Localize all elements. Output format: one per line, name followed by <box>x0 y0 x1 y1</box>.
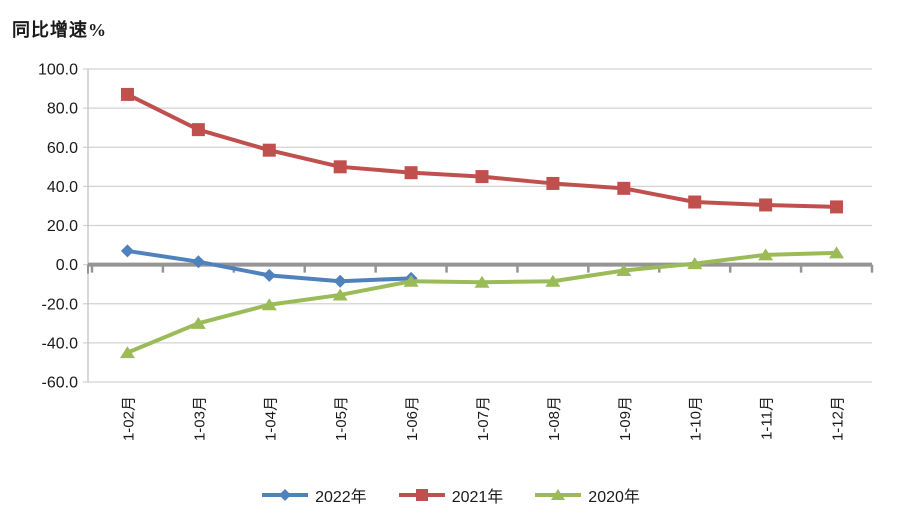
x-axis-tick-label: 1-05月 <box>333 396 350 441</box>
square-marker-icon <box>688 195 702 209</box>
legend-marker-2022-icon <box>262 489 309 501</box>
legend-label-2020: 2020年 <box>588 489 640 506</box>
square-marker-icon <box>333 160 347 174</box>
y-axis-tick-label: 80.0 <box>47 101 78 118</box>
square-marker-icon <box>415 489 428 501</box>
legend-item-2022: 2022年 <box>260 483 367 507</box>
y-axis-tick-label: 0.0 <box>56 257 78 274</box>
x-axis-tick-label: 1-04月 <box>262 396 279 441</box>
triangle-marker-icon <box>616 263 632 276</box>
triangle-marker-icon <box>403 274 419 287</box>
x-axis-tick-label: 1-11月 <box>759 396 776 440</box>
y-axis-tick-label: 40.0 <box>47 179 78 196</box>
square-marker-icon <box>404 166 418 180</box>
x-axis-tick-label: 1-06月 <box>404 396 421 441</box>
triangle-marker-icon <box>687 257 703 270</box>
y-axis-tick-label: 60.0 <box>47 140 78 157</box>
legend-item-2021: 2021年 <box>397 483 504 507</box>
series-2020年 <box>119 246 845 359</box>
y-axis-tick-label: -60.0 <box>42 375 79 392</box>
triangle-marker-icon <box>261 298 277 311</box>
triangle-marker-icon <box>474 275 490 288</box>
x-axis-tick-label: 1-12月 <box>830 396 847 441</box>
chart-legend: 2022年 2021年 2020年 <box>0 483 900 507</box>
diamond-marker-icon <box>191 255 205 269</box>
triangle-marker-icon <box>758 248 774 261</box>
triangle-marker-icon <box>190 316 206 329</box>
x-axis-tick-label: 1-10月 <box>688 396 705 441</box>
series-2021年 <box>120 87 844 214</box>
x-axis-tick-label: 1-09月 <box>617 396 634 441</box>
square-marker-icon <box>546 176 560 190</box>
diamond-marker-icon <box>333 274 347 288</box>
plot-area: 100.0 80.0 60.0 40.0 20.0 0.0 -20.0 -40.0 -60.0 1… <box>38 62 874 441</box>
x-axis-tick-label: 1-08月 <box>546 396 563 441</box>
legend-marker-2021-icon <box>398 489 445 501</box>
diamond-marker-icon <box>262 268 276 282</box>
legend-label-2021: 2021年 <box>451 489 504 506</box>
square-marker-icon <box>191 123 205 137</box>
square-marker-icon <box>120 87 134 101</box>
x-axis-tick-label: 1-03月 <box>191 396 208 441</box>
triangle-marker-icon <box>119 346 135 359</box>
diamond-marker-icon <box>279 489 292 501</box>
square-marker-icon <box>759 198 773 212</box>
series-2022年 <box>120 244 418 288</box>
legend-marker-2020-icon <box>535 489 582 500</box>
diamond-marker-icon <box>120 244 134 258</box>
legend-label-2022: 2022年 <box>315 489 367 506</box>
square-marker-icon <box>262 143 276 157</box>
x-axis-tick-label: 1-07月 <box>475 396 492 441</box>
y-axis-tick-label: 20.0 <box>47 218 78 235</box>
y-axis-tick-label: -40.0 <box>42 335 79 352</box>
x-axis-tick-label: 1-02月 <box>120 396 137 441</box>
triangle-marker-icon <box>545 274 561 287</box>
triangle-marker-icon <box>332 288 348 301</box>
y-axis-tick-label: 100.0 <box>38 62 78 79</box>
chart-title: 同比增速% <box>12 20 107 40</box>
square-marker-icon <box>475 170 489 184</box>
square-marker-icon <box>617 181 631 195</box>
triangle-marker-icon <box>551 489 566 500</box>
series-line <box>125 92 839 209</box>
square-marker-icon <box>830 200 844 214</box>
legend-item-2020: 2020年 <box>533 483 640 507</box>
y-axis-tick-label: -20.0 <box>42 296 79 313</box>
triangle-marker-icon <box>829 246 845 259</box>
